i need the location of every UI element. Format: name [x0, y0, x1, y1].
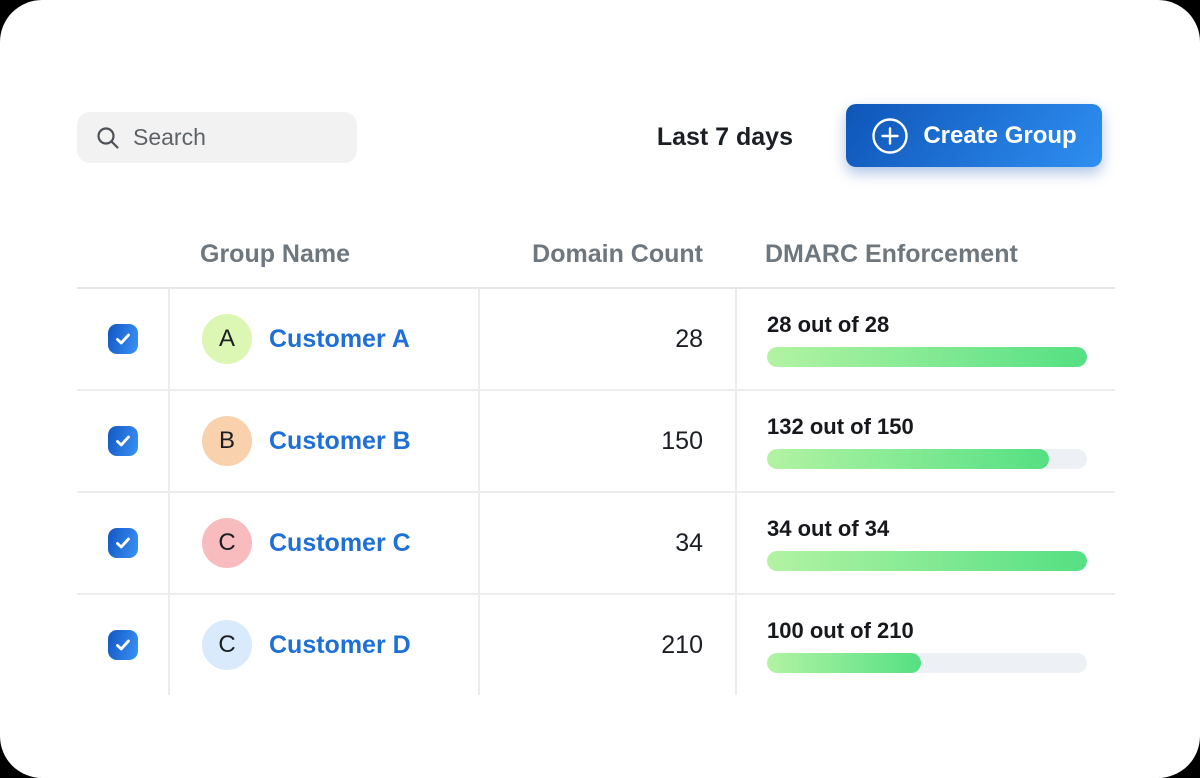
enforcement-label: 132 out of 150: [767, 413, 914, 439]
row-checkbox[interactable]: [107, 324, 138, 354]
checkmark-icon: [115, 333, 130, 345]
search-input[interactable]: [131, 123, 335, 152]
domain-count-value: 150: [478, 391, 735, 491]
groups-table: Group Name Domain Count DMARC Enforcemen…: [77, 222, 1115, 695]
domain-count-value: 210: [478, 595, 735, 695]
enforcement-progress-bar: [767, 448, 1087, 469]
column-header-dmarc-enforcement: DMARC Enforcement: [765, 240, 1018, 268]
create-group-label: Create Group: [923, 121, 1077, 149]
enforcement-progress-bar: [767, 346, 1087, 367]
search-box[interactable]: [77, 112, 357, 163]
plus-circle-icon: [872, 117, 909, 154]
row-checkbox[interactable]: [107, 528, 138, 558]
table-row: A Customer A 28 28 out of 28: [77, 289, 1115, 391]
checkmark-icon: [115, 435, 130, 447]
header-checkbox-spacer: [77, 222, 168, 287]
checkmark-icon: [115, 639, 130, 651]
avatar: A: [202, 314, 252, 364]
domain-count-value: 34: [478, 493, 735, 593]
avatar: C: [202, 620, 252, 670]
table-row: C Customer D 210 100 out of 210: [77, 595, 1115, 695]
table-header-row: Group Name Domain Count DMARC Enforcemen…: [77, 222, 1115, 289]
enforcement-label: 28 out of 28: [767, 311, 890, 337]
date-range-selector[interactable]: Last 7 days: [656, 123, 793, 151]
row-checkbox[interactable]: [107, 426, 138, 456]
avatar: B: [202, 416, 252, 466]
domain-count-value: 28: [478, 289, 735, 389]
column-header-group-name: Group Name: [200, 240, 351, 268]
avatar: C: [202, 518, 252, 568]
search-icon: [97, 126, 119, 149]
enforcement-progress-fill: [767, 652, 921, 673]
table-row: C Customer C 34 34 out of 34: [77, 493, 1115, 595]
enforcement-progress-fill: [767, 448, 1049, 469]
checkmark-icon: [115, 537, 130, 549]
column-header-domain-count: Domain Count: [532, 240, 703, 268]
row-checkbox[interactable]: [107, 630, 138, 660]
enforcement-label: 34 out of 34: [767, 515, 890, 541]
table-row: B Customer B 150 132 out of 150: [77, 391, 1115, 493]
enforcement-progress-fill: [767, 346, 1087, 367]
customer-link[interactable]: Customer D: [269, 630, 411, 659]
customer-link[interactable]: Customer A: [269, 324, 410, 353]
enforcement-label: 100 out of 210: [767, 617, 914, 643]
create-group-button[interactable]: Create Group: [846, 104, 1102, 167]
enforcement-progress-bar: [767, 652, 1087, 673]
enforcement-progress-fill: [767, 550, 1087, 571]
customer-link[interactable]: Customer C: [269, 528, 411, 557]
enforcement-progress-bar: [767, 550, 1087, 571]
customer-link[interactable]: Customer B: [269, 426, 411, 455]
